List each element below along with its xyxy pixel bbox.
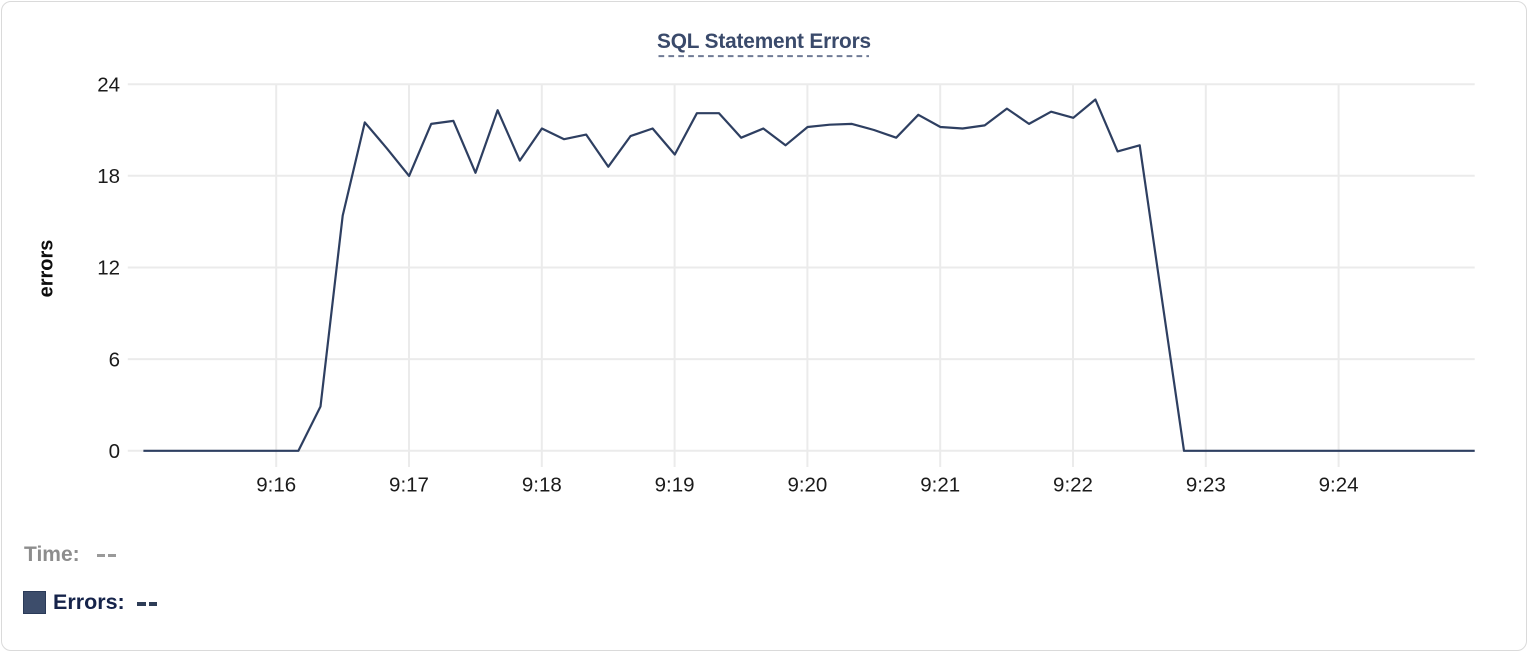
svg-text:9:17: 9:17 <box>389 474 429 497</box>
svg-text:12: 12 <box>97 257 120 280</box>
svg-text:6: 6 <box>109 348 120 371</box>
svg-text:24: 24 <box>97 73 120 96</box>
svg-text:9:19: 9:19 <box>655 474 695 497</box>
svg-text:18: 18 <box>97 165 120 188</box>
svg-text:0: 0 <box>109 440 120 463</box>
svg-text:9:20: 9:20 <box>787 474 827 497</box>
svg-text:9:24: 9:24 <box>1319 474 1359 497</box>
svg-text:errors: errors <box>36 240 58 298</box>
svg-text:9:23: 9:23 <box>1186 474 1226 497</box>
svg-text:9:21: 9:21 <box>920 474 960 497</box>
svg-text:9:16: 9:16 <box>256 474 296 497</box>
svg-text:9:18: 9:18 <box>522 474 562 497</box>
svg-text:9:22: 9:22 <box>1053 474 1093 497</box>
